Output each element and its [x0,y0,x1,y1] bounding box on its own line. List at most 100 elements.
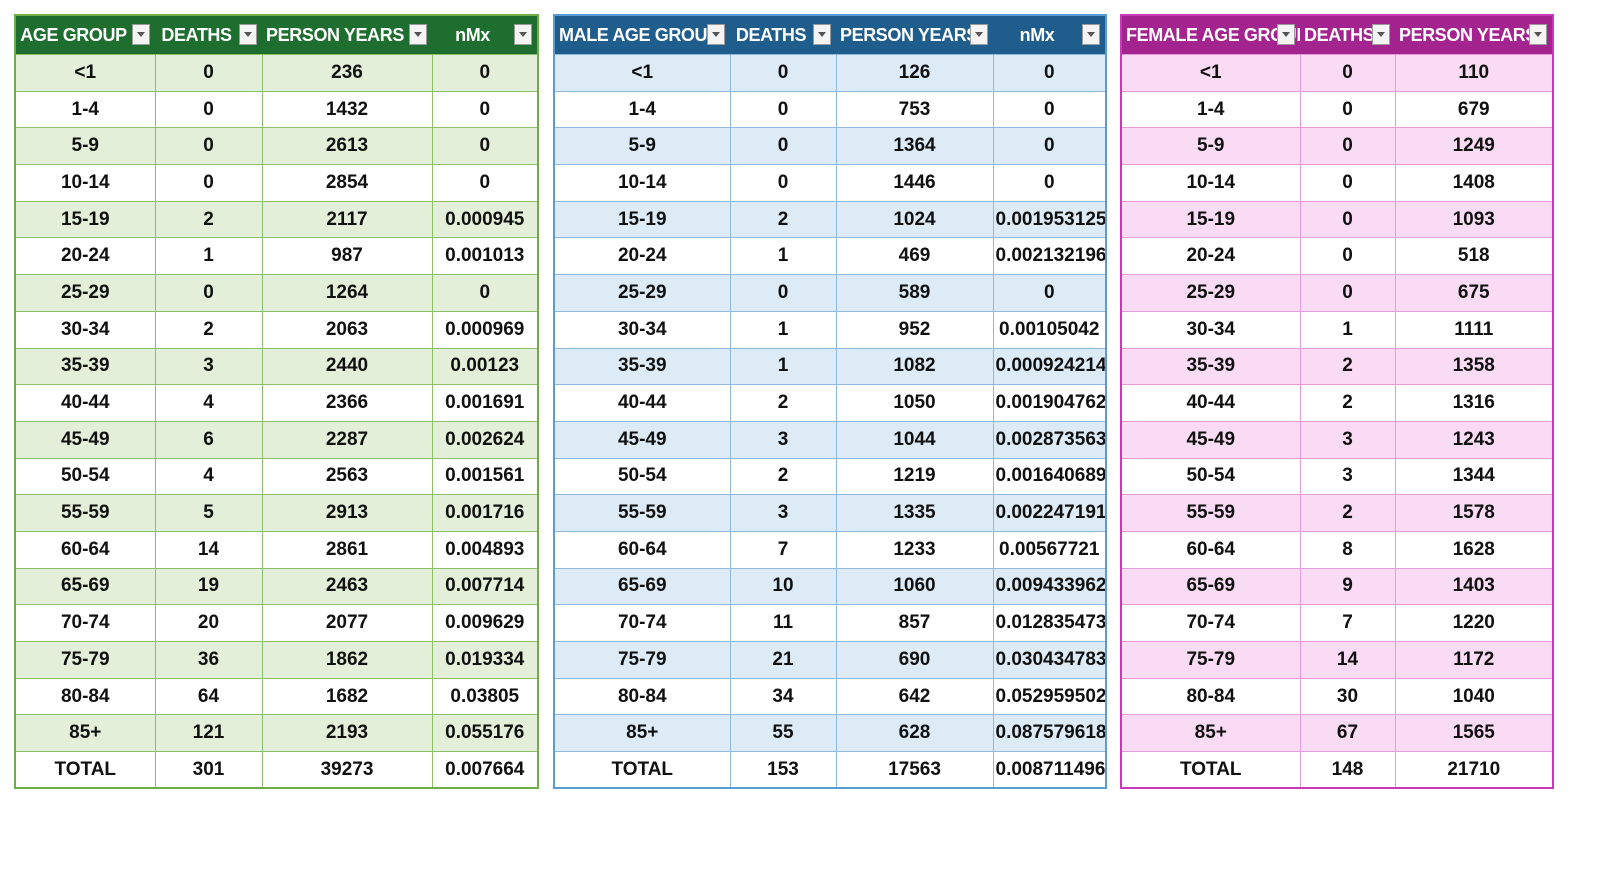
cell-age-group: 80-84 [14,677,156,716]
cell-nmx: 0 [992,274,1107,312]
cell-person-years: 1219 [835,457,994,496]
cell-person-years: 1446 [835,164,994,202]
cell-person-years: 2854 [261,164,433,202]
cell-deaths: 8 [1299,530,1396,569]
filter-dropdown-icon[interactable] [1529,24,1547,45]
cell-deaths: 2 [1299,494,1396,532]
cell-age-group: 40-44 [14,384,156,422]
filter-dropdown-icon[interactable] [239,24,257,45]
table-row: <1 0 126 0 [553,54,1107,92]
cell-male-age-group: 40-44 [553,384,731,422]
cell-female-age-group: 10-14 [1120,164,1301,202]
cell-deaths: 3 [154,347,263,386]
cell-deaths: 6 [154,420,263,459]
table-row: 65-69 19 2463 0.007714 [14,567,539,606]
filter-dropdown-icon[interactable] [1277,24,1295,45]
cell-female-age-group: 40-44 [1120,384,1301,422]
female-mortality-table: FEMALE AGE GROUP DEATHS PERSON YEARS <1 0 11… [1120,14,1554,790]
cell-deaths: 36 [154,641,263,679]
cell-female-age-group: 55-59 [1120,494,1301,532]
cell-nmx: 0.001561 [431,457,539,496]
cell-deaths: 3 [729,420,837,459]
cell-nmx: 0.007664 [431,751,539,789]
table-row: 45-49 3 1243 [1120,420,1554,459]
cell-deaths: 1 [729,347,837,386]
cell-deaths: 0 [154,274,263,312]
filter-dropdown-icon[interactable] [514,24,532,45]
cell-deaths: 0 [154,127,263,166]
cell-deaths: 7 [1299,604,1396,642]
cell-person-years: 469 [835,237,994,276]
table-row: 45-49 6 2287 0.002624 [14,420,539,459]
table-row: <1 0 110 [1120,54,1554,92]
cell-nmx: 0.001691 [431,384,539,422]
cell-nmx: 0.052959502 [992,677,1107,716]
total-row: TOTAL 148 21710 [1120,751,1554,789]
cell-nmx: 0.00567721 [992,530,1107,569]
column-header-age-group: AGE GROUP [15,15,155,55]
cell-age-group: TOTAL [14,751,156,789]
cell-person-years: 642 [835,677,994,716]
cell-person-years: 2193 [261,714,433,753]
cell-deaths: 64 [154,677,263,716]
table-row: 75-79 21 690 0.030434783 [553,641,1107,679]
table-row: 20-24 1 987 0.001013 [14,237,539,276]
table-row: 25-29 0 589 0 [553,274,1107,312]
filter-dropdown-icon[interactable] [970,24,988,45]
cell-age-group: 55-59 [14,494,156,532]
cell-male-age-group: 65-69 [553,567,731,606]
filter-dropdown-icon[interactable] [409,24,427,45]
table-row: 10-14 0 2854 0 [14,164,539,202]
cell-nmx: 0.008711496 [992,751,1107,789]
table-row: 5-9 0 2613 0 [14,127,539,166]
cell-person-years: 952 [835,310,994,349]
cell-nmx: 0.00105042 [992,310,1107,349]
cell-nmx: 0.002624 [431,420,539,459]
cell-nmx: 0.019334 [431,641,539,679]
cell-male-age-group: 20-24 [553,237,731,276]
table-row: 15-19 2 1024 0.001953125 [553,200,1107,239]
cell-person-years: 2913 [261,494,433,532]
cell-person-years: 1060 [835,567,994,606]
filter-dropdown-icon[interactable] [813,24,831,45]
cell-age-group: 5-9 [14,127,156,166]
table-row: 50-54 2 1219 0.001640689 [553,457,1107,496]
cell-person-years: 1093 [1394,200,1554,239]
table-row: 85+ 67 1565 [1120,714,1554,753]
cell-person-years: 2463 [261,567,433,606]
cell-age-group: <1 [14,54,156,92]
table-row: 35-39 2 1358 [1120,347,1554,386]
column-header-male-age-group: MALE AGE GROUP [554,15,730,55]
table-row: 1-4 0 679 [1120,90,1554,129]
table-row: 60-64 7 1233 0.00567721 [553,530,1107,569]
cell-person-years: 690 [835,641,994,679]
cell-person-years: 1220 [1394,604,1554,642]
cell-deaths: 14 [1299,641,1396,679]
cell-person-years: 675 [1394,274,1554,312]
table-row: 70-74 20 2077 0.009629 [14,604,539,642]
filter-dropdown-icon[interactable] [132,24,150,45]
cell-nmx: 0 [992,90,1107,129]
cell-nmx: 0.009433962 [992,567,1107,606]
table-row: 80-84 64 1682 0.03805 [14,677,539,716]
cell-nmx: 0.000945 [431,200,539,239]
header-row: MALE AGE GROUP DEATHS PERSON YEARS nMx [554,15,1106,55]
table-row: 30-34 1 1111 [1120,310,1554,349]
cell-deaths: 10 [729,567,837,606]
cell-nmx: 0.000924214 [992,347,1107,386]
filter-dropdown-icon[interactable] [1372,24,1390,45]
cell-male-age-group: 70-74 [553,604,731,642]
cell-nmx: 0.001013 [431,237,539,276]
cell-nmx: 0.012835473 [992,604,1107,642]
cell-deaths: 5 [154,494,263,532]
cell-person-years: 1316 [1394,384,1554,422]
cell-age-group: 75-79 [14,641,156,679]
column-header-label: AGE GROUP [20,24,127,45]
cell-female-age-group: 30-34 [1120,310,1301,349]
cell-male-age-group: 25-29 [553,274,731,312]
cell-female-age-group: 35-39 [1120,347,1301,386]
filter-dropdown-icon[interactable] [707,24,725,45]
column-header-label: nMx [1019,24,1055,45]
cell-nmx: 0.030434783 [992,641,1107,679]
filter-dropdown-icon[interactable] [1082,24,1100,45]
